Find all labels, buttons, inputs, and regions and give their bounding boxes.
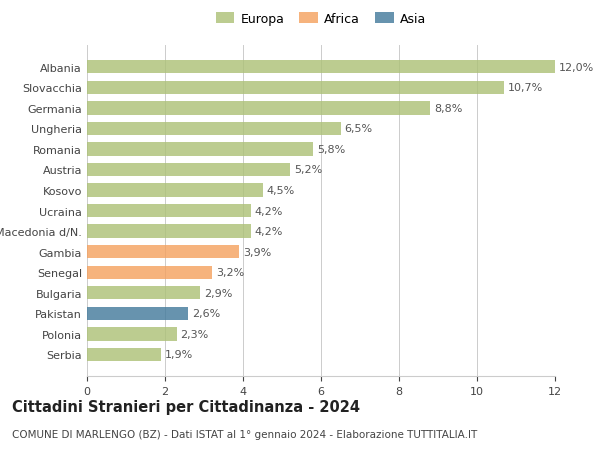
Text: 5,8%: 5,8% (317, 145, 346, 155)
Bar (87, 163, 290, 177)
Bar (87, 184, 263, 197)
Legend: Europa, Africa, Asia: Europa, Africa, Asia (212, 9, 430, 30)
Bar (87, 266, 212, 280)
Bar (87, 61, 555, 74)
Text: 4,2%: 4,2% (254, 227, 283, 237)
Text: 2,9%: 2,9% (204, 288, 232, 298)
Text: 12,0%: 12,0% (559, 62, 594, 73)
Text: 5,2%: 5,2% (294, 165, 322, 175)
Bar (87, 348, 161, 361)
Bar (87, 328, 176, 341)
Bar (87, 225, 251, 238)
Text: 10,7%: 10,7% (508, 83, 544, 93)
Text: 3,2%: 3,2% (216, 268, 244, 278)
Bar (87, 204, 251, 218)
Text: Cittadini Stranieri per Cittadinanza - 2024: Cittadini Stranieri per Cittadinanza - 2… (12, 399, 360, 414)
Text: 1,9%: 1,9% (165, 350, 193, 360)
Bar (87, 143, 313, 156)
Text: 4,2%: 4,2% (254, 206, 283, 216)
Text: 2,3%: 2,3% (181, 329, 209, 339)
Bar (87, 81, 504, 95)
Bar (87, 102, 430, 115)
Bar (87, 123, 341, 136)
Text: 3,9%: 3,9% (243, 247, 271, 257)
Text: 6,5%: 6,5% (344, 124, 373, 134)
Text: 4,5%: 4,5% (266, 185, 295, 196)
Bar (87, 246, 239, 259)
Bar (87, 307, 188, 320)
Text: 8,8%: 8,8% (434, 104, 463, 113)
Text: COMUNE DI MARLENGO (BZ) - Dati ISTAT al 1° gennaio 2024 - Elaborazione TUTTITALI: COMUNE DI MARLENGO (BZ) - Dati ISTAT al … (12, 429, 477, 439)
Text: 2,6%: 2,6% (193, 309, 221, 319)
Bar (87, 286, 200, 300)
